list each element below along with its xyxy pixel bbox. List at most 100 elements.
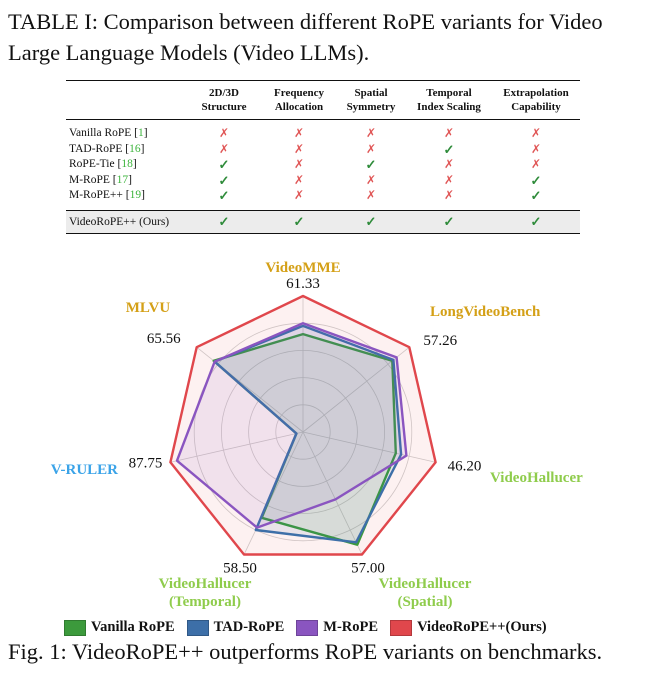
axis-name-label: VideoHallucer xyxy=(159,576,252,592)
cross-mark: ✗ xyxy=(336,126,406,142)
citation-link[interactable]: 1 xyxy=(138,127,144,139)
header-line: Spatial xyxy=(354,87,387,99)
citation: [17] xyxy=(113,174,132,186)
header-line: Index Scaling xyxy=(417,101,481,113)
table-row: M-RoPE [17] ✓ ✗ ✗ ✗ ✓ xyxy=(66,173,580,189)
table-body: Vanilla RoPE [1] ✗ ✗ ✗ ✗ ✗ TAD-RoPE [16] ✗ ✗ ✗ ✓ ✗ R… xyxy=(66,126,580,204)
cross-mark: ✗ xyxy=(262,126,336,142)
header-extrapolation: Extrapolation Capability xyxy=(492,81,580,120)
cross-mark: ✗ xyxy=(262,188,336,204)
cross-mark: ✗ xyxy=(262,157,336,173)
citation-link[interactable]: 17 xyxy=(117,174,129,186)
check-mark: ✓ xyxy=(406,210,492,233)
axis-name-label: VideoHallucer xyxy=(379,576,472,592)
radar-chart: 61.33VideoMME 57.26 LongVideoBench 46.20 Vid… xyxy=(0,252,660,622)
row-name: M-RoPE++ [19] xyxy=(66,188,186,204)
citation-link[interactable]: 16 xyxy=(129,143,141,155)
header-line: Symmetry xyxy=(347,101,396,113)
table-row: M-RoPE++ [19] ✓ ✗ ✗ ✗ ✓ xyxy=(66,188,580,204)
header-line: Capability xyxy=(511,101,561,113)
cross-mark: ✗ xyxy=(336,173,406,189)
legend-swatch xyxy=(390,620,412,636)
axis-name-label: LongVideoBench xyxy=(430,304,541,320)
header-line: Allocation xyxy=(275,101,323,113)
header-line: 2D/3D xyxy=(209,87,239,99)
check-mark: ✓ xyxy=(186,173,262,189)
cross-mark: ✗ xyxy=(262,173,336,189)
legend-item: M-RoPE xyxy=(296,619,378,636)
cross-mark: ✗ xyxy=(406,157,492,173)
cross-mark: ✗ xyxy=(336,142,406,158)
legend-label: M-RoPE xyxy=(323,619,378,636)
row-name-text: TAD-RoPE xyxy=(69,143,125,155)
cross-mark: ✗ xyxy=(492,142,580,158)
row-name: VideoRoPE++ (Ours) xyxy=(66,210,186,233)
check-mark: ✓ xyxy=(186,210,262,233)
axis-name-label: V-RULER xyxy=(51,462,118,478)
row-name-text: Vanilla RoPE xyxy=(69,127,134,139)
axis-name-label: (Spatial) xyxy=(397,594,452,610)
legend-swatch xyxy=(296,620,318,636)
axis-value-label: 46.20 xyxy=(448,458,482,474)
check-mark: ✓ xyxy=(492,188,580,204)
legend-item: VideoRoPE++(Ours) xyxy=(390,619,547,636)
row-name: Vanilla RoPE [1] xyxy=(66,126,186,142)
axis-value-label: 58.50 xyxy=(223,561,257,577)
header-structure: 2D/3D Structure xyxy=(186,81,262,120)
legend-swatch xyxy=(187,620,209,636)
citation: [16] xyxy=(125,143,144,155)
cross-mark: ✗ xyxy=(186,142,262,158)
header-temporal: Temporal Index Scaling xyxy=(406,81,492,120)
cross-mark: ✗ xyxy=(406,126,492,142)
table-row: Vanilla RoPE [1] ✗ ✗ ✗ ✗ ✗ xyxy=(66,126,580,142)
check-mark: ✓ xyxy=(336,157,406,173)
axis-name-label: VideoMME xyxy=(265,260,340,276)
table-caption: TABLE I: Comparison between different Ro… xyxy=(8,6,656,68)
cross-mark: ✗ xyxy=(336,188,406,204)
cross-mark: ✗ xyxy=(406,173,492,189)
check-mark: ✓ xyxy=(186,188,262,204)
header-line: Temporal xyxy=(426,87,471,99)
row-name-text: M-RoPE xyxy=(69,174,113,186)
legend-item: Vanilla RoPE xyxy=(64,619,175,636)
header-frequency: Frequency Allocation xyxy=(262,81,336,120)
header-line: Structure xyxy=(201,101,246,113)
row-name: TAD-RoPE [16] xyxy=(66,142,186,158)
table-row: TAD-RoPE [16] ✗ ✗ ✗ ✓ ✗ xyxy=(66,142,580,158)
header-line: Extrapolation xyxy=(503,87,568,99)
check-mark: ✓ xyxy=(336,210,406,233)
header-symmetry: Spatial Symmetry xyxy=(336,81,406,120)
citation: [19] xyxy=(126,189,145,201)
check-mark: ✓ xyxy=(406,142,492,158)
cross-mark: ✗ xyxy=(492,126,580,142)
legend-label: VideoRoPE++(Ours) xyxy=(417,619,547,636)
cross-mark: ✗ xyxy=(186,126,262,142)
check-mark: ✓ xyxy=(492,173,580,189)
row-name: RoPE-Tie [18] xyxy=(66,157,186,173)
axis-value-label: 57.26 xyxy=(423,333,457,349)
table-row-ours: VideoRoPE++ (Ours) ✓ ✓ ✓ ✓ ✓ xyxy=(66,210,580,233)
check-mark: ✓ xyxy=(262,210,336,233)
axis-value-label: 87.75 xyxy=(129,455,163,471)
axis-name-label: (Temporal) xyxy=(169,594,241,610)
check-mark: ✓ xyxy=(186,157,262,173)
citation: [18] xyxy=(117,158,136,170)
citation-link[interactable]: 18 xyxy=(121,158,133,170)
row-name: M-RoPE [17] xyxy=(66,173,186,189)
row-name-text: RoPE-Tie xyxy=(69,158,117,170)
row-name-text: M-RoPE++ xyxy=(69,189,126,201)
citation-link[interactable]: 19 xyxy=(130,189,142,201)
legend-item: TAD-RoPE xyxy=(187,619,285,636)
axis-value-label: 61.33 xyxy=(286,276,320,292)
cross-mark: ✗ xyxy=(492,157,580,173)
figure-caption: Fig. 1: VideoRoPE++ outperforms RoPE var… xyxy=(8,637,656,666)
legend-label: TAD-RoPE xyxy=(214,619,285,636)
check-mark: ✓ xyxy=(492,210,580,233)
header-empty xyxy=(66,81,186,120)
cross-mark: ✗ xyxy=(406,188,492,204)
axis-value-label: 65.56 xyxy=(147,331,181,347)
header-line: Frequency xyxy=(274,87,324,99)
comparison-table: 2D/3D Structure Frequency Allocation Spati… xyxy=(66,80,580,234)
axis-name-label: MLVU xyxy=(126,300,171,316)
table-row: RoPE-Tie [18] ✓ ✗ ✓ ✗ ✗ xyxy=(66,157,580,173)
